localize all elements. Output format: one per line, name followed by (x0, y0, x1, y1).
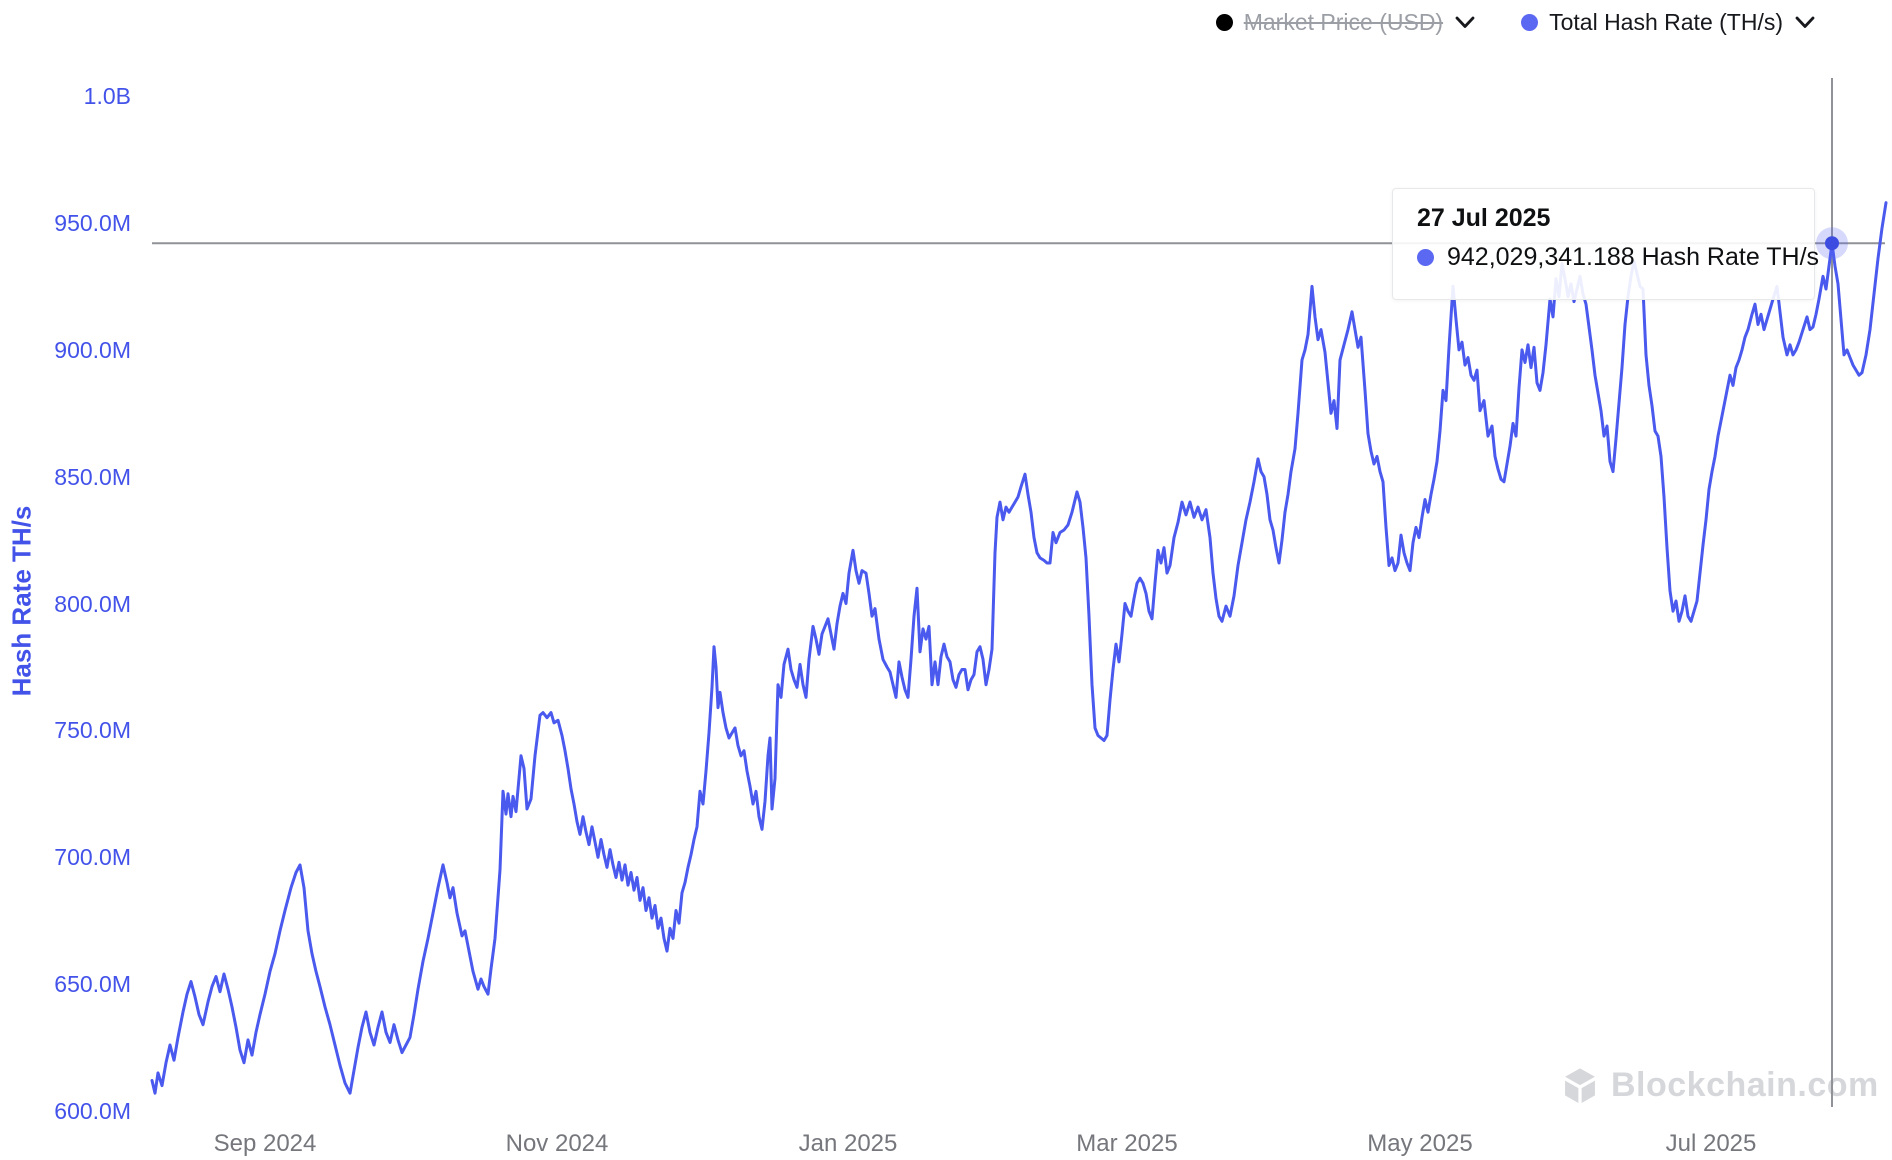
hash-rate-line (150, 201, 1888, 1095)
tooltip-series-dot-icon (1417, 249, 1434, 266)
tooltip-value: 942,029,341.188 Hash Rate TH/s (1447, 243, 1820, 271)
y-tick-label: 900.0M (54, 336, 131, 363)
legend-market-price-label: Market Price (USD) (1243, 9, 1444, 35)
tooltip-row: 942,029,341.188 Hash Rate TH/s (1417, 243, 1819, 272)
chevron-down-icon (1455, 16, 1475, 28)
legend: Market Price (USD) Total Hash Rate (TH/s… (1215, 9, 1815, 36)
legend-item-market-price[interactable]: Market Price (USD) (1215, 9, 1475, 36)
y-tick-label: 600.0M (54, 1097, 131, 1124)
x-tick-label: Nov 2024 (505, 1130, 609, 1157)
marker-dot (1825, 236, 1839, 251)
tooltip-date: 27 Jul 2025 (1417, 204, 1551, 232)
tooltip: 27 Jul 2025 942,029,341.188 Hash Rate TH… (1392, 188, 1819, 300)
y-tick-label: 850.0M (54, 463, 131, 490)
legend-hash-rate-label: Total Hash Rate (TH/s) (1549, 9, 1783, 35)
y-tick-label: 700.0M (54, 844, 131, 871)
x-tick-label: May 2025 (1367, 1130, 1473, 1157)
y-tick-label: 800.0M (54, 590, 131, 617)
blockchain-cube-icon (1565, 1067, 1595, 1103)
y-tick-label: 950.0M (54, 210, 131, 236)
chevron-down-icon (1795, 16, 1815, 28)
x-tick-label: Jan 2025 (798, 1130, 898, 1157)
hash-rate-dot-icon (1521, 14, 1539, 31)
legend-item-hash-rate[interactable]: Total Hash Rate (TH/s) (1521, 9, 1815, 36)
y-tick-label: 750.0M (54, 717, 131, 744)
x-tick-label: Jul 2025 (1665, 1130, 1757, 1157)
watermark-label: Blockchain.com (1611, 1066, 1879, 1104)
x-tick-label: Mar 2025 (1076, 1130, 1178, 1157)
watermark: Blockchain.com (1562, 1066, 1879, 1105)
y-tick-label: 1.0B (83, 83, 131, 110)
market-price-dot-icon (1215, 14, 1233, 31)
x-tick-label: Sep 2024 (213, 1130, 317, 1157)
y-tick-label: 650.0M (54, 971, 131, 998)
